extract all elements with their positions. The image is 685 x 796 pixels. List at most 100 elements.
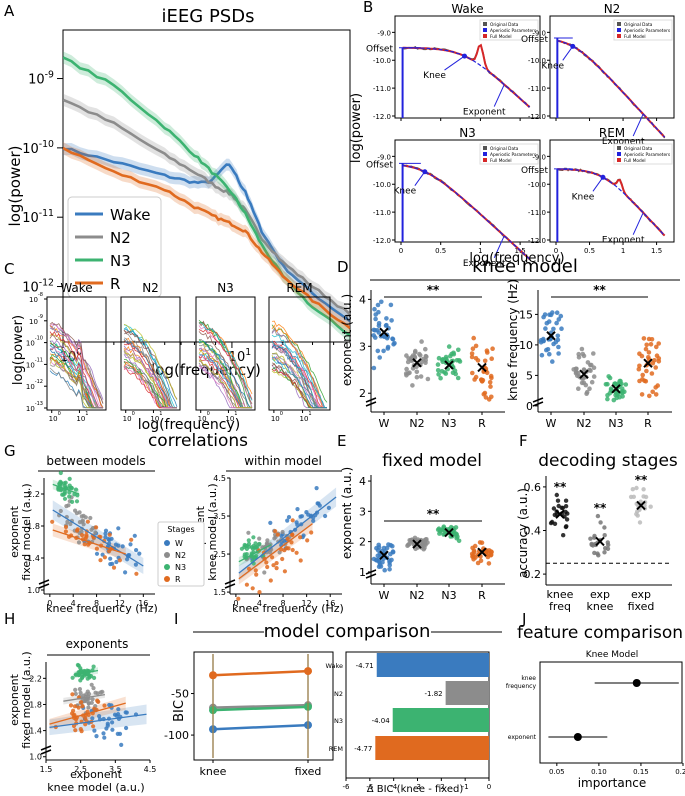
f-significance: ** [554,480,567,494]
scatter-point [73,487,79,492]
mean-marker [579,369,589,379]
f-xtick-label-2: exp [631,588,651,601]
swarm-point [419,359,424,365]
i-bar-category-1: N2 [334,690,343,698]
scatter-point [77,687,82,692]
e-ytick-label: 1 [359,566,366,579]
scatter-point [80,675,85,681]
i-right-xtick-label: -3 [414,783,421,791]
scatter-point [65,519,70,525]
swarm-point [642,378,647,384]
scatter-point [280,529,285,535]
scatter-point [90,716,95,721]
panel-letter-g: G [4,442,16,460]
mean-marker [555,509,565,519]
j-feature-label-0: knee [521,675,536,682]
scatter-point [70,675,75,680]
scatter-point [246,541,252,547]
swarm-point [372,306,377,312]
scatter-point [317,503,322,508]
panel-h-ylabel: exponentfixed model (a.u.) [8,651,33,748]
swarm-point [375,302,381,308]
swarm-point [484,370,490,376]
b-title-rem: REM [599,126,625,140]
d-xtick-label-1: N2 [576,417,591,430]
b-knee-label: Knee [572,192,595,202]
c-psd-trace [49,347,103,409]
b-xtick-label: 0.5 [435,247,446,255]
scatter-point [107,537,112,542]
swarm-point [644,368,649,374]
scatter-point [295,507,300,512]
scatter-point [304,509,309,515]
scatter-point [73,691,78,697]
scatter-point [286,546,291,551]
swarm-point [639,392,645,397]
regression-ci [238,516,313,585]
swarm-point [554,492,559,498]
swarm-point [478,377,484,383]
b-knee-arrow [414,171,426,187]
swarm-point [565,511,570,516]
ytick-label: 1.0 [27,586,40,595]
panel-f-title: decoding stages [538,451,678,471]
legend-g-w: W [175,539,183,548]
b-legend-box [479,19,539,41]
f-significance: ** [594,501,607,515]
swarm-point [435,368,441,373]
panel-g-right-xlabel: knee frequency (Hz) [232,602,344,615]
c-frame [46,296,107,411]
swarm-point [553,339,559,345]
d-xtick-label-2: N3 [608,417,623,430]
i-right-xtick-label: 0 [487,783,491,791]
scatter-point [125,557,130,562]
scatter-point [74,499,80,504]
swarm-point [589,379,595,385]
f-significance: ** [635,473,648,487]
scatter-point [91,686,96,691]
panel-c-ylabel: log(power) [11,315,26,385]
j-point [632,679,641,687]
i-right-xtick-label: -6 [343,783,351,791]
panel-h-title: exponents [66,637,129,651]
scatter-point [242,552,247,557]
swarm-point [470,370,475,376]
scatter-point [102,555,107,560]
c-psd-trace [123,338,177,409]
swarm-point [561,533,566,538]
swarm-point [391,342,396,347]
b-ytick-label: -9.0 [532,153,546,161]
swarm-point [591,351,596,356]
scatter-point [286,515,292,520]
swarm-point [646,350,652,355]
c-xtick-label: 101 [225,411,237,423]
c-title-wake: Wake [60,281,92,295]
swarm-point [387,562,393,568]
scatter-point [102,735,107,740]
j-feature-label-1: exponent [508,734,537,741]
swarm-point [389,318,394,323]
i-bar-category-3: REM [329,745,343,753]
b-ytick-label: -11.0 [373,209,391,217]
swarm-point [488,384,493,389]
i-point [304,667,312,676]
scatter-point [105,721,110,726]
scatter-point [86,691,92,697]
scatter-point [85,668,90,673]
scatter-point [251,535,256,540]
d-xtick-label-0: W [379,417,390,430]
swarm-point [556,317,562,322]
i-bar-value-1: -1.82 [424,690,442,698]
mean-marker [412,358,422,368]
swarm-point [470,346,476,352]
ytick-label: 1.0 [29,753,42,762]
b-full-model [557,39,666,138]
i-xtick-label-1: fixed [295,765,322,778]
scatter-point [110,561,115,566]
swarm-point [376,309,381,315]
b-ytick-label: -9.0 [377,29,391,37]
c-psd-trace [271,356,327,409]
b-aperiodic [557,168,666,237]
swarm-point [656,341,661,346]
b-exponent-label: Exponent [602,137,645,147]
